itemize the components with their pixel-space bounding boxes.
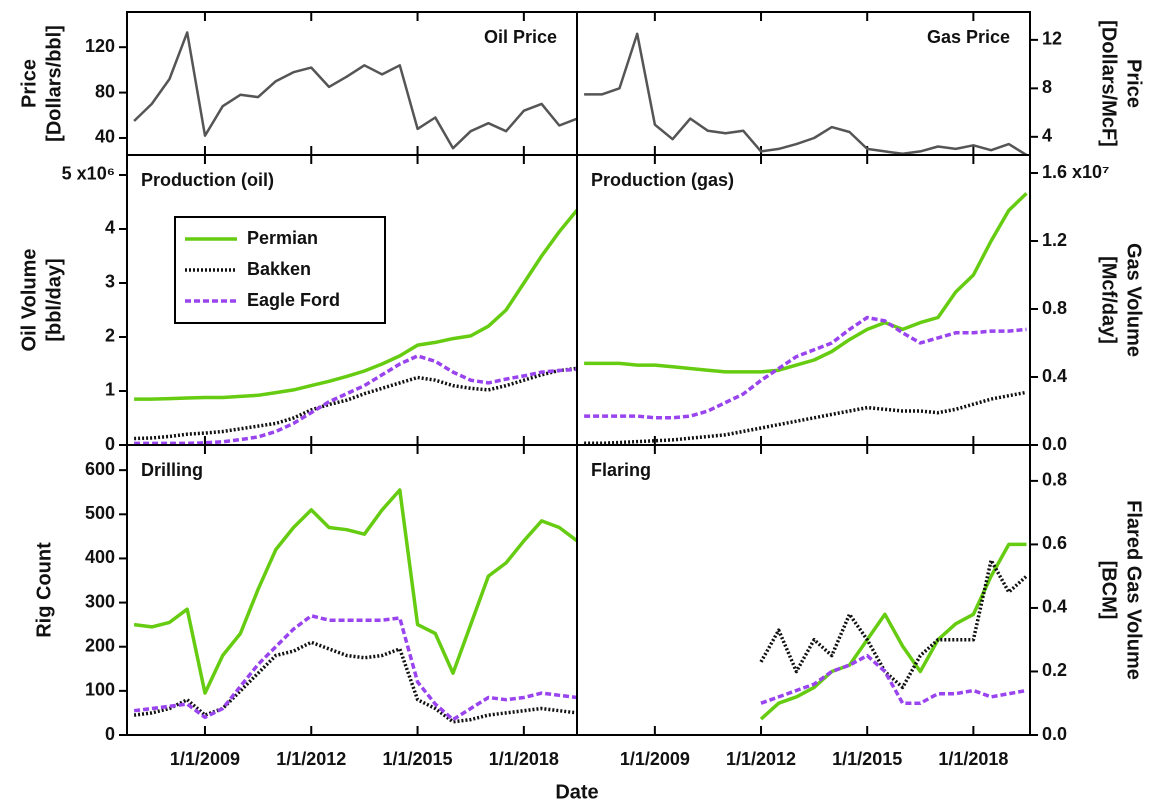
y-tick-label: 40 — [95, 127, 115, 147]
x-tick-label: 1/1/2015 — [383, 749, 453, 769]
panel-frame — [576, 154, 1031, 446]
data-line — [759, 542, 1027, 721]
y-tick-label: 80 — [95, 81, 115, 101]
x-axis-label: Date — [555, 781, 598, 803]
y-tick-label: 0.4 — [1042, 597, 1067, 617]
y-tick-label: 0.4 — [1042, 366, 1067, 386]
y-axis-label: Price — [1123, 59, 1145, 108]
y-tick-label: 5 x10⁶ — [62, 164, 115, 184]
data-line — [759, 558, 1028, 690]
y-axis-label: [Mcf/day] — [1098, 256, 1120, 344]
data-line — [134, 208, 579, 401]
y-tick-label: 2 — [105, 326, 115, 346]
y-tick-label: 1 — [105, 380, 115, 400]
y-tick-label: 120 — [85, 36, 115, 56]
y-tick-label: 0.0 — [1042, 724, 1067, 744]
data-line — [584, 192, 1028, 374]
y-axis-label: [Dollars/McF] — [1098, 20, 1120, 147]
data-line — [760, 653, 1027, 705]
y-tick-label: 300 — [85, 591, 115, 611]
y-axis-label: Oil Volume — [18, 249, 40, 352]
panel-title: Production (oil) — [141, 170, 274, 190]
y-tick-label: 0 — [105, 434, 115, 454]
x-tick-label: 1/1/2018 — [938, 749, 1008, 769]
panel-title: Production (gas) — [591, 170, 734, 190]
data-line — [584, 32, 1028, 157]
y-tick-label: 200 — [85, 635, 115, 655]
x-tick-label: 1/1/2015 — [832, 749, 902, 769]
panel-title: Flaring — [591, 460, 651, 480]
panel-title: Oil Price — [484, 27, 557, 47]
data-line — [584, 315, 1027, 420]
y-tick-label: 0.6 — [1042, 533, 1067, 553]
y-tick-label: 4 — [1042, 126, 1052, 146]
x-tick-label: 1/1/2012 — [276, 749, 346, 769]
y-tick-label: 3 — [105, 272, 115, 292]
y-tick-label: 100 — [85, 680, 115, 700]
y-tick-label: 8 — [1042, 77, 1052, 97]
y-axis-label: Flared Gas Volume — [1123, 500, 1145, 680]
legend-label: Eagle Ford — [247, 290, 340, 310]
data-line — [134, 354, 578, 446]
y-tick-label: 12 — [1042, 29, 1062, 49]
x-tick-label: 1/1/2009 — [620, 749, 690, 769]
data-line — [133, 640, 578, 724]
legend-box — [174, 216, 386, 324]
legend-label: Permian — [247, 228, 318, 248]
y-tick-label: 0.8 — [1042, 470, 1067, 490]
y-tick-label: 1.2 — [1042, 230, 1067, 250]
panel-frame — [576, 444, 1031, 736]
data-line — [584, 390, 1027, 446]
x-tick-label: 1/1/2012 — [726, 749, 796, 769]
data-line — [133, 31, 578, 150]
panel-title: Drilling — [141, 460, 203, 480]
y-tick-label: 0.8 — [1042, 298, 1067, 318]
y-axis-label: Rig Count — [33, 542, 55, 638]
y-tick-label: 0.0 — [1042, 434, 1067, 454]
y-axis-label: Gas Volume — [1123, 243, 1145, 357]
y-tick-label: 600 — [85, 459, 115, 479]
y-axis-label: [bbl/day] — [43, 258, 65, 341]
y-axis-label: [BCM] — [1098, 561, 1120, 620]
panel-frame — [126, 444, 578, 736]
y-tick-label: 400 — [85, 547, 115, 567]
y-tick-label: 0 — [105, 724, 115, 744]
x-tick-label: 1/1/2009 — [170, 749, 240, 769]
data-line — [134, 366, 578, 441]
y-axis-label: Price — [18, 59, 40, 108]
y-tick-label: 500 — [85, 503, 115, 523]
y-axis-label: [Dollars/bbl] — [43, 25, 65, 142]
y-tick-label: 0.2 — [1042, 660, 1067, 680]
x-tick-label: 1/1/2018 — [489, 749, 559, 769]
data-line — [133, 614, 578, 722]
panel-title: Gas Price — [927, 27, 1010, 47]
legend-label: Bakken — [247, 259, 311, 279]
y-tick-label: 4 — [105, 218, 115, 238]
y-tick-label: 1.6 x10⁷ — [1042, 162, 1109, 182]
data-line — [133, 488, 579, 695]
